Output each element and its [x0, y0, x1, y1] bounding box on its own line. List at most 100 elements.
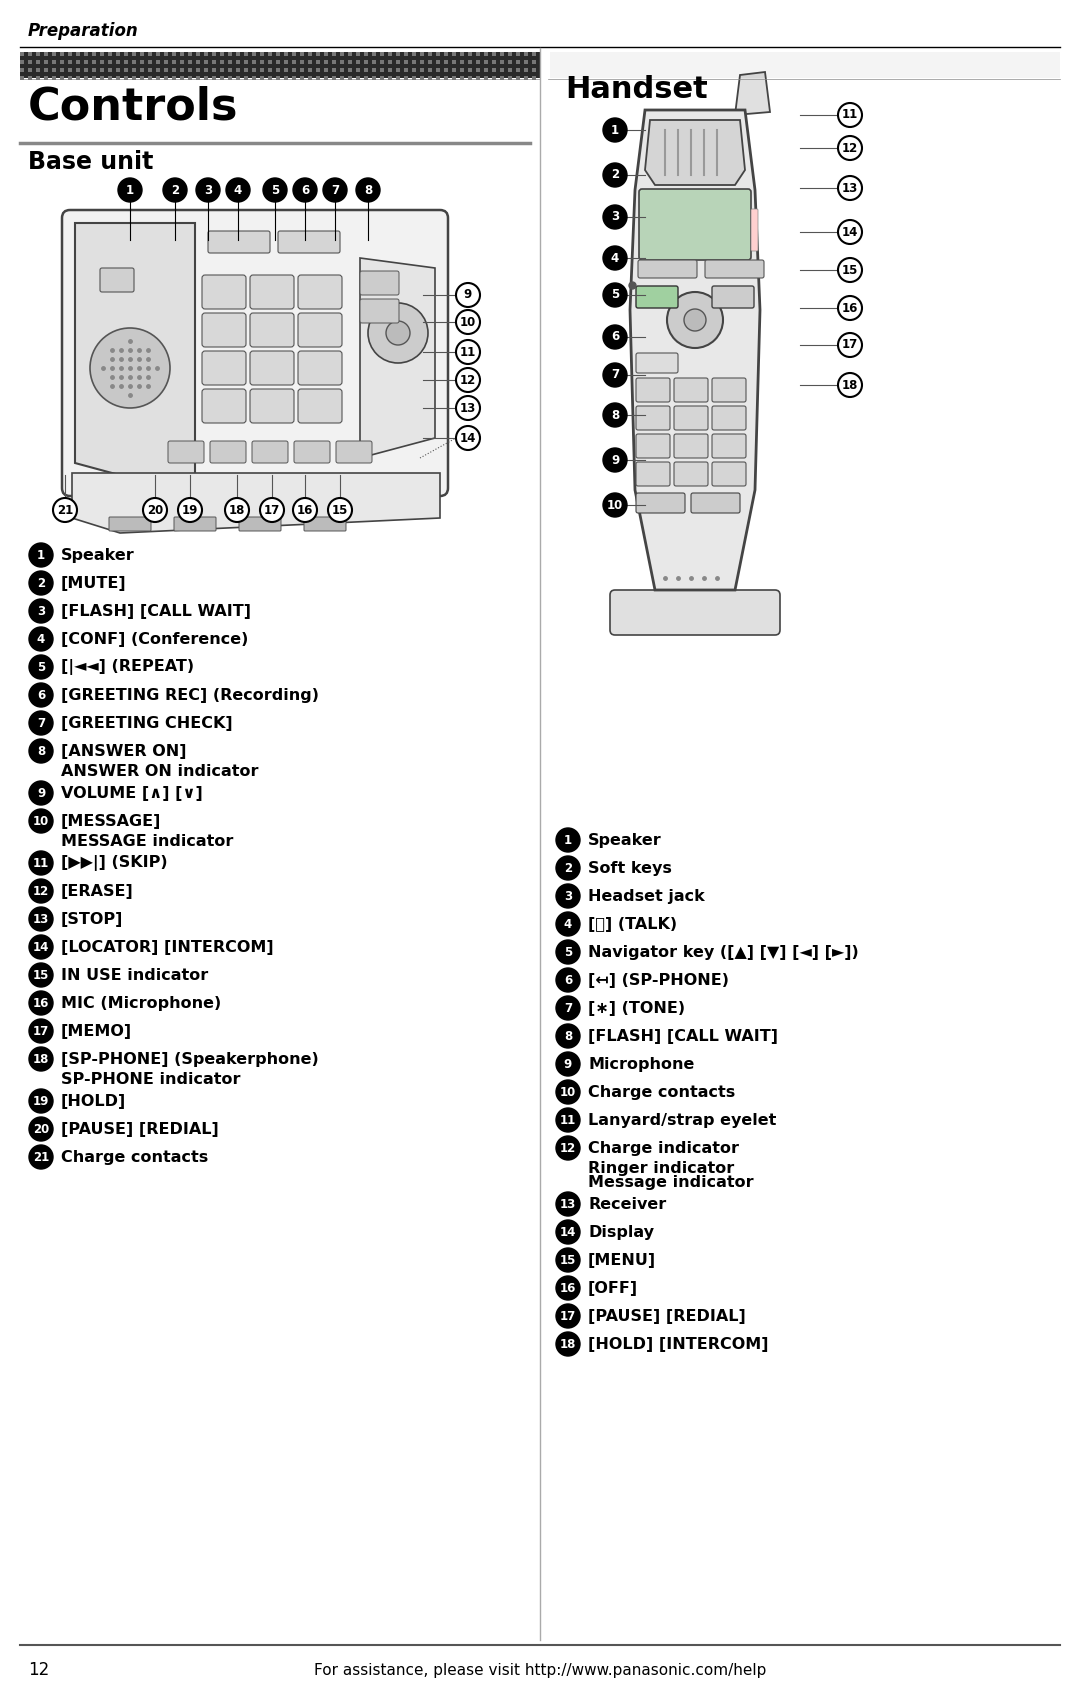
- Bar: [180, 53, 184, 56]
- Bar: [204, 77, 208, 80]
- Bar: [364, 60, 368, 65]
- Bar: [476, 77, 480, 80]
- Text: [PAUSE] [REDIAL]: [PAUSE] [REDIAL]: [60, 1121, 219, 1136]
- Text: 21: 21: [57, 503, 73, 517]
- Text: [∗] (TONE): [∗] (TONE): [588, 1000, 685, 1015]
- Circle shape: [29, 628, 53, 651]
- Bar: [220, 68, 224, 71]
- Bar: [292, 53, 296, 56]
- FancyBboxPatch shape: [636, 434, 670, 458]
- Bar: [172, 77, 176, 80]
- Bar: [276, 53, 280, 56]
- Text: [GREETING REC] (Recording): [GREETING REC] (Recording): [60, 687, 319, 703]
- FancyBboxPatch shape: [712, 463, 746, 486]
- Bar: [156, 53, 160, 56]
- Bar: [156, 60, 160, 65]
- Bar: [244, 77, 248, 80]
- Text: [ERASE]: [ERASE]: [60, 883, 134, 898]
- FancyBboxPatch shape: [712, 286, 754, 308]
- Text: Speaker: Speaker: [588, 832, 662, 847]
- Text: Speaker: Speaker: [60, 548, 135, 563]
- FancyBboxPatch shape: [202, 390, 246, 424]
- Bar: [92, 77, 96, 80]
- Text: 6: 6: [301, 184, 309, 197]
- Text: [MENU]: [MENU]: [588, 1252, 657, 1267]
- Bar: [36, 53, 40, 56]
- Text: 3: 3: [204, 184, 212, 197]
- Bar: [340, 68, 345, 71]
- Bar: [204, 53, 208, 56]
- Text: 2: 2: [171, 184, 179, 197]
- Text: 5: 5: [564, 946, 572, 958]
- Bar: [476, 53, 480, 56]
- Bar: [84, 68, 87, 71]
- FancyBboxPatch shape: [751, 209, 758, 252]
- Bar: [332, 77, 336, 80]
- Bar: [324, 77, 328, 80]
- Bar: [284, 53, 288, 56]
- Text: 1: 1: [37, 548, 45, 561]
- Text: 4: 4: [234, 184, 242, 197]
- Bar: [92, 68, 96, 71]
- Circle shape: [29, 850, 53, 874]
- Circle shape: [603, 493, 627, 517]
- Bar: [100, 60, 104, 65]
- Bar: [348, 60, 352, 65]
- Circle shape: [556, 1332, 580, 1356]
- Bar: [356, 77, 360, 80]
- Bar: [444, 60, 448, 65]
- Circle shape: [556, 968, 580, 992]
- Bar: [300, 53, 303, 56]
- Bar: [44, 60, 48, 65]
- Polygon shape: [72, 473, 440, 532]
- Polygon shape: [735, 71, 770, 116]
- Bar: [21, 53, 540, 78]
- Text: 8: 8: [611, 408, 619, 422]
- Bar: [21, 60, 24, 65]
- Bar: [164, 60, 168, 65]
- Text: 3: 3: [564, 890, 572, 903]
- Bar: [428, 60, 432, 65]
- Bar: [292, 68, 296, 71]
- Bar: [140, 77, 144, 80]
- Text: Controls: Controls: [28, 85, 239, 128]
- FancyBboxPatch shape: [674, 463, 708, 486]
- Text: [LOCATOR] [INTERCOM]: [LOCATOR] [INTERCOM]: [60, 939, 273, 954]
- Text: Message indicator: Message indicator: [588, 1174, 754, 1189]
- Text: 9: 9: [464, 289, 472, 301]
- Bar: [116, 77, 120, 80]
- Circle shape: [556, 941, 580, 964]
- FancyBboxPatch shape: [100, 269, 134, 293]
- Bar: [284, 68, 288, 71]
- Text: 15: 15: [559, 1254, 577, 1267]
- Bar: [212, 68, 216, 71]
- Circle shape: [53, 498, 77, 522]
- Bar: [532, 60, 536, 65]
- Text: ANSWER ON indicator: ANSWER ON indicator: [60, 764, 258, 779]
- Bar: [324, 53, 328, 56]
- Text: 5: 5: [611, 289, 619, 301]
- Bar: [92, 53, 96, 56]
- Text: 7: 7: [564, 1002, 572, 1014]
- Circle shape: [838, 136, 862, 160]
- Bar: [276, 60, 280, 65]
- Text: [OFF]: [OFF]: [588, 1281, 638, 1296]
- Bar: [164, 53, 168, 56]
- Circle shape: [29, 936, 53, 959]
- Bar: [76, 53, 80, 56]
- Bar: [411, 68, 416, 71]
- Circle shape: [456, 367, 480, 391]
- FancyBboxPatch shape: [674, 434, 708, 458]
- FancyBboxPatch shape: [636, 286, 678, 308]
- FancyBboxPatch shape: [278, 231, 340, 253]
- Bar: [300, 77, 303, 80]
- Text: 2: 2: [37, 577, 45, 590]
- Bar: [188, 53, 192, 56]
- Text: 14: 14: [460, 432, 476, 444]
- Text: 16: 16: [559, 1281, 577, 1294]
- Circle shape: [556, 1080, 580, 1104]
- Bar: [188, 60, 192, 65]
- Text: 1: 1: [611, 124, 619, 136]
- Bar: [244, 68, 248, 71]
- Bar: [396, 68, 400, 71]
